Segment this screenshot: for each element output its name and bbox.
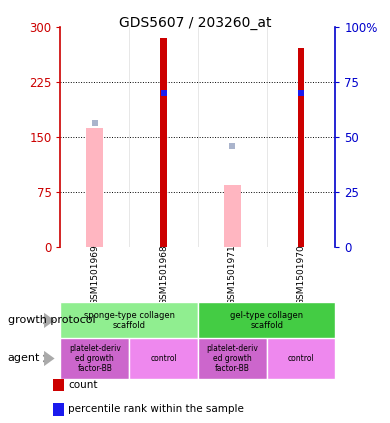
- Bar: [224, 185, 241, 247]
- Text: growth protocol: growth protocol: [8, 316, 96, 325]
- Text: percentile rank within the sample: percentile rank within the sample: [68, 404, 244, 415]
- Text: platelet-deriv
ed growth
factor-BB: platelet-deriv ed growth factor-BB: [69, 343, 121, 374]
- Text: control: control: [288, 354, 314, 363]
- Bar: [198, 302, 335, 338]
- Bar: [160, 38, 167, 247]
- Bar: [86, 128, 103, 247]
- Text: agent: agent: [8, 354, 40, 363]
- Text: control: control: [150, 354, 177, 363]
- Polygon shape: [44, 351, 55, 366]
- Bar: [198, 338, 267, 379]
- Bar: [298, 48, 305, 247]
- Text: GSM1501969: GSM1501969: [90, 244, 99, 305]
- Bar: [60, 338, 129, 379]
- Text: platelet-deriv
ed growth
factor-BB: platelet-deriv ed growth factor-BB: [206, 343, 258, 374]
- Text: gel-type collagen
scaffold: gel-type collagen scaffold: [230, 311, 303, 330]
- Polygon shape: [44, 313, 55, 328]
- Bar: [129, 338, 198, 379]
- Text: count: count: [68, 380, 98, 390]
- Text: GSM1501971: GSM1501971: [228, 244, 237, 305]
- Bar: [267, 338, 335, 379]
- Text: GSM1501968: GSM1501968: [159, 244, 168, 305]
- Text: GSM1501970: GSM1501970: [296, 244, 305, 305]
- Text: sponge-type collagen
scaffold: sponge-type collagen scaffold: [84, 311, 175, 330]
- Text: GDS5607 / 203260_at: GDS5607 / 203260_at: [119, 16, 271, 30]
- Bar: [60, 302, 198, 338]
